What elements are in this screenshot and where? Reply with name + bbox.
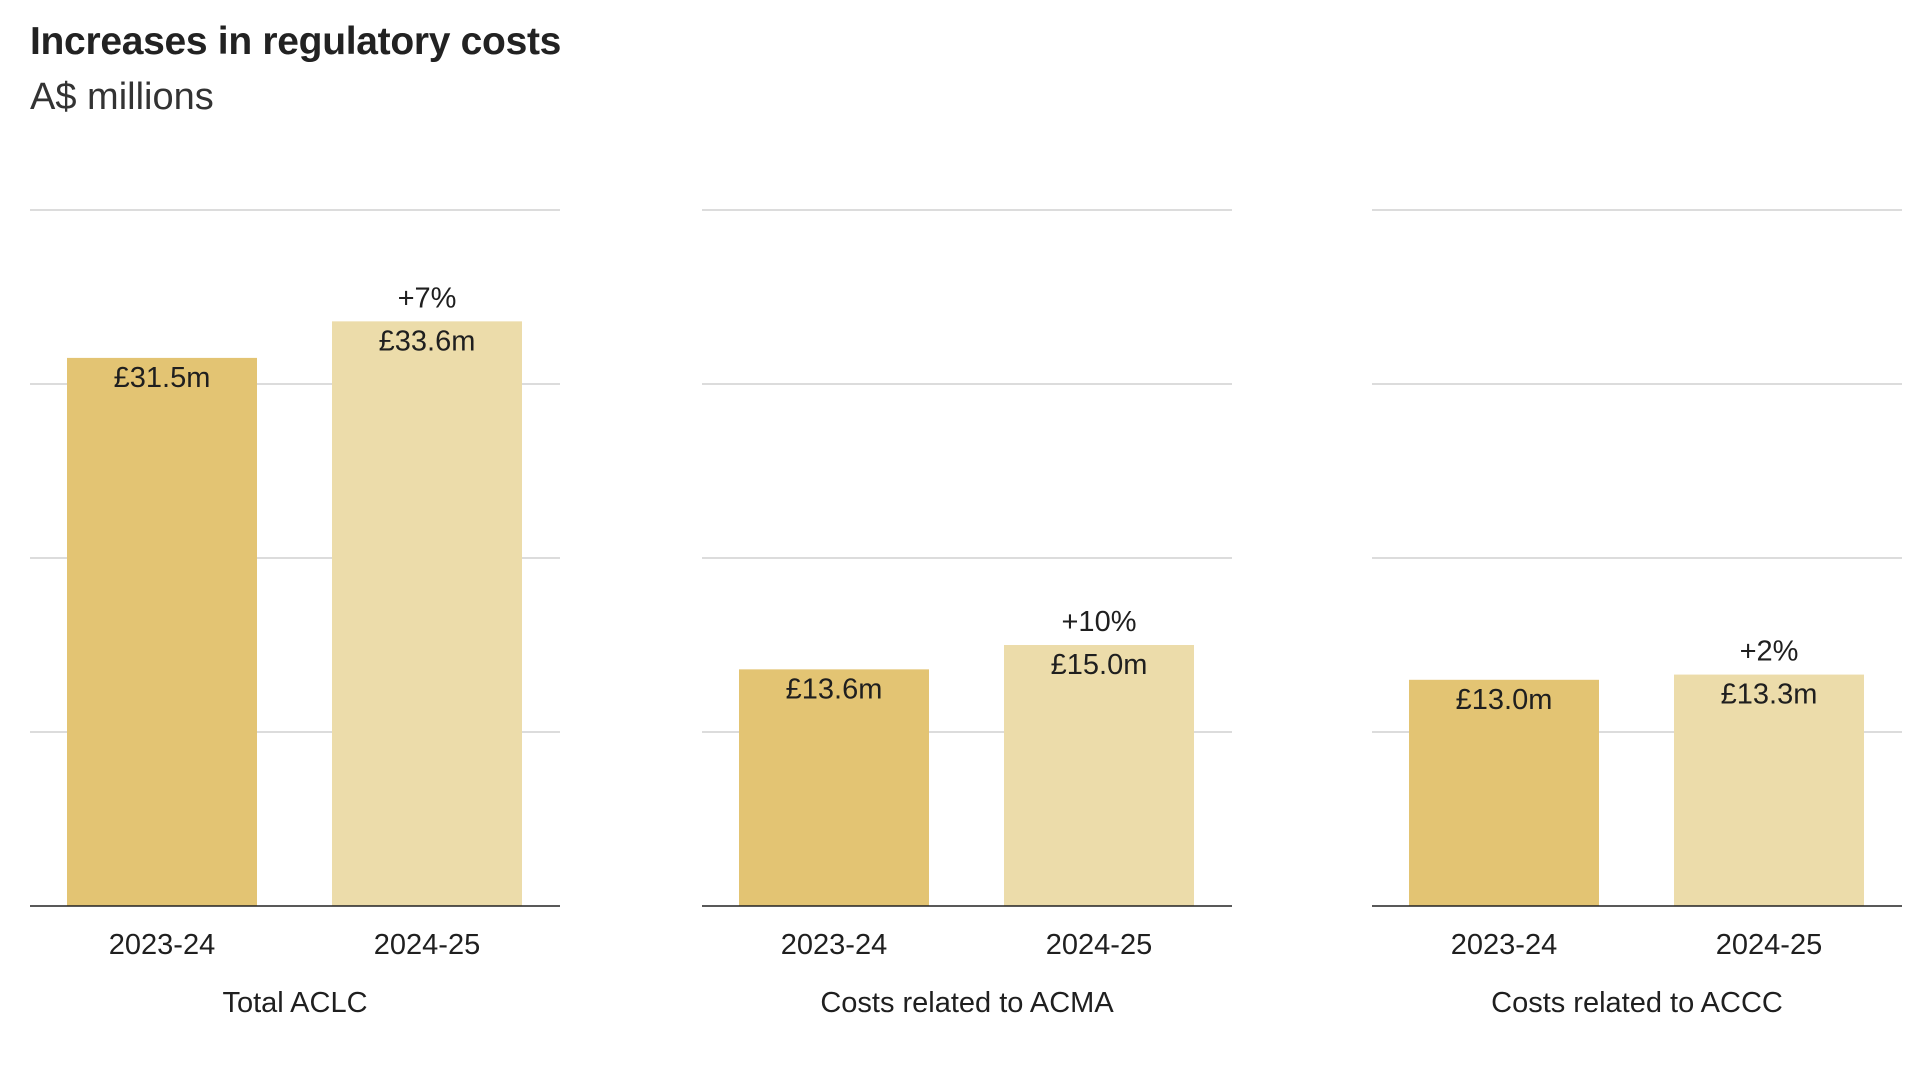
value-label: £33.6m — [379, 325, 476, 357]
bar-2023-24 — [1409, 679, 1599, 906]
x-tick-label: 2023-24 — [109, 929, 215, 961]
bar-2024-25 — [1004, 645, 1194, 906]
change-label: +10% — [1062, 606, 1137, 638]
x-tick-label: 2023-24 — [781, 929, 887, 961]
change-label: +7% — [398, 282, 457, 314]
value-label: £13.0m — [1456, 684, 1553, 716]
value-label: £31.5m — [114, 362, 211, 394]
change-label: +2% — [1740, 636, 1799, 668]
panel-label: Total ACLC — [222, 987, 367, 1019]
bar-2024-25 — [332, 321, 522, 906]
value-label: £13.3m — [1721, 679, 1818, 711]
x-tick-label: 2024-25 — [1716, 929, 1822, 961]
chart-panel-2: £13.6m 2023-24 £15.0m +10% 2024-25 Costs rela… — [702, 209, 1232, 1019]
x-tick-label: 2024-25 — [1046, 929, 1152, 961]
bar-2023-24 — [67, 357, 257, 906]
value-label: £13.6m — [786, 673, 883, 705]
value-label: £15.0m — [1051, 649, 1148, 681]
x-tick-label: 2023-24 — [1451, 929, 1557, 961]
panel-label: Costs related to ACMA — [820, 987, 1114, 1019]
chart-subtitle: A$ millions — [30, 76, 214, 118]
x-tick-label: 2024-25 — [374, 929, 480, 961]
bar-2024-25 — [1674, 674, 1864, 906]
chart-title: Increases in regulatory costs — [30, 20, 562, 63]
chart-panel-3: £13.0m 2023-24 £13.3m +2% 2024-25 Costs relat… — [1372, 209, 1902, 1019]
panel-label: Costs related to ACCC — [1491, 987, 1783, 1019]
bar-2023-24 — [739, 669, 929, 906]
